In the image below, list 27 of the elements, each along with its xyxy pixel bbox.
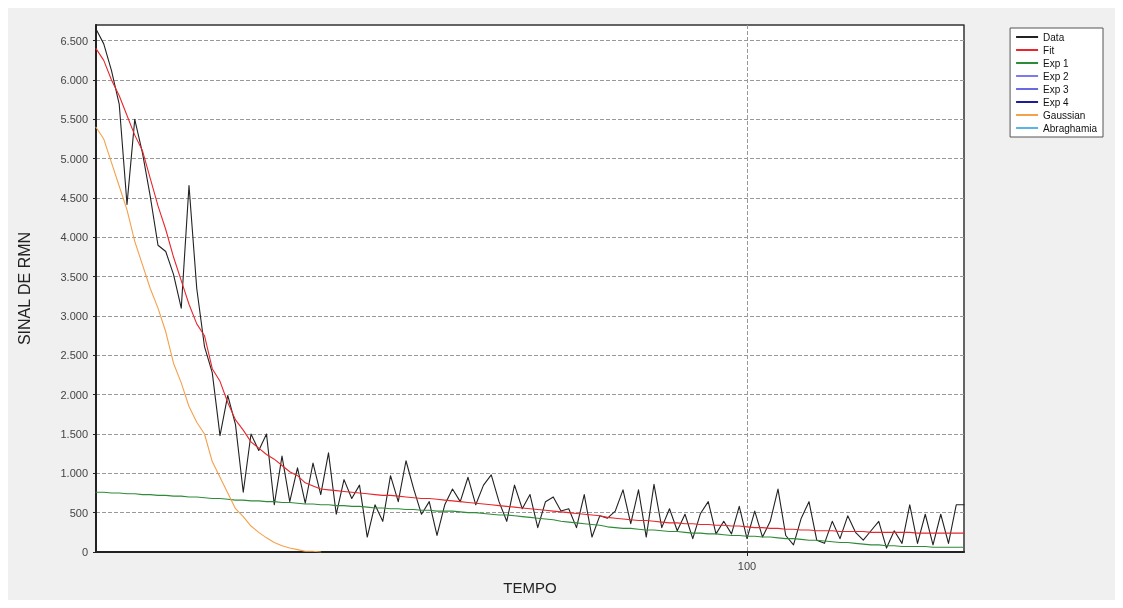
legend-label: Exp 2: [1043, 70, 1070, 82]
y-tick-label: 4.500: [60, 192, 88, 205]
legend-label: Exp 3: [1043, 83, 1070, 95]
y-tick-label: 0: [81, 546, 88, 558]
legend-label: Data: [1043, 31, 1065, 43]
x-tick-label: 100: [737, 559, 757, 572]
y-tick-label: 3.000: [60, 310, 88, 323]
y-tick-label: 5.500: [60, 113, 88, 126]
y-tick-label: 2.500: [60, 349, 88, 362]
y-axis-title: SINAL DE RMN: [15, 231, 33, 346]
y-tick-label: 5.000: [60, 152, 88, 165]
line-series: [95, 126, 322, 553]
y-tick-label: 2.000: [60, 388, 88, 401]
legend-label: Exp 1: [1043, 57, 1070, 69]
y-tick-label: 1.500: [60, 428, 88, 441]
y-tick-label: 3.500: [60, 270, 88, 283]
legend-label: Abraghamia: [1043, 122, 1098, 134]
y-tick-label: 6.500: [60, 34, 88, 47]
legend-label: Gaussian: [1043, 109, 1086, 121]
line-series: [95, 491, 965, 548]
y-tick-label: 4.000: [60, 231, 88, 244]
y-tick-label: 500: [69, 506, 88, 519]
y-tick-label: 6.000: [60, 74, 88, 87]
y-tick-label: 1.000: [60, 467, 88, 480]
x-axis-title: TEMPO: [503, 579, 557, 596]
legend-label: Exp 4: [1043, 96, 1070, 108]
legend-label: Fit: [1043, 44, 1055, 56]
